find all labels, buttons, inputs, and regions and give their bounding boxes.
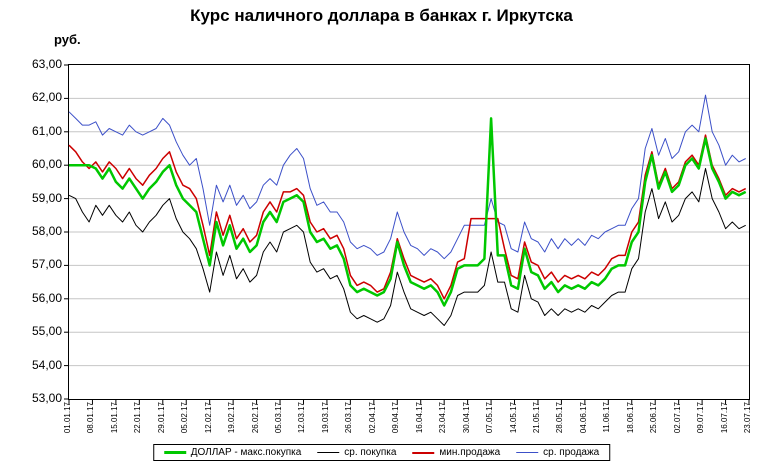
x-tick-label: 15.01.17 <box>109 402 119 434</box>
x-tick-label: 02.07.17 <box>672 402 682 434</box>
x-tick-label: 16.04.17 <box>414 402 424 434</box>
x-tick-label: 05.03.17 <box>274 402 284 434</box>
series-line-avg-sell <box>68 94 746 260</box>
x-tick-label: 29.01.17 <box>156 402 166 434</box>
x-tick-label: 30.04.17 <box>461 402 471 434</box>
x-tick-label: 19.02.17 <box>227 402 237 434</box>
x-tick-label: 18.06.17 <box>625 402 635 434</box>
y-tick-label: 62,00 <box>31 90 62 105</box>
y-tick-label: 55,00 <box>31 324 62 339</box>
x-tick-label: 23.07.17 <box>743 402 752 434</box>
legend-item-avg-buy: ср. покупка <box>317 447 396 458</box>
legend-item-avg-sell: ср. продажа <box>516 447 599 458</box>
plot-area <box>64 64 750 404</box>
legend-line-sample <box>163 451 186 454</box>
y-tick-label: 54,00 <box>31 357 62 372</box>
y-tick-label: 59,00 <box>31 190 62 205</box>
y-tick-label: 58,00 <box>31 224 62 238</box>
x-tick-label: 26.02.17 <box>250 402 260 434</box>
series-line-dollar-max-buy <box>69 117 747 307</box>
y-axis-unit-label: руб. <box>54 32 81 47</box>
y-tick-label: 57,00 <box>31 257 62 272</box>
x-tick-label: 26.03.17 <box>344 402 354 434</box>
x-tick-label: 09.07.17 <box>696 402 706 434</box>
x-tick-label: 23.04.17 <box>438 402 448 434</box>
legend-line-sample <box>317 452 340 453</box>
x-tick-label: 25.06.17 <box>649 402 659 434</box>
legend: ДОЛЛАР - макс.покупка ср. покупка мин.прод… <box>152 444 611 461</box>
legend-line-sample <box>412 451 435 454</box>
legend-label: ср. продажа <box>543 447 600 458</box>
x-tick-label: 21.05.17 <box>531 402 541 434</box>
x-tick-label: 02.04.17 <box>367 402 377 434</box>
series-line-avg-buy <box>68 168 746 326</box>
y-tick-label: 63,00 <box>31 57 62 71</box>
legend-label: ср. покупка <box>344 447 397 458</box>
x-tick-label: 19.03.17 <box>320 402 330 434</box>
x-tick-label: 22.01.17 <box>133 402 143 434</box>
x-tick-label: 07.05.17 <box>485 402 495 434</box>
series-line-min-sell <box>68 134 747 300</box>
y-tick-label: 60,00 <box>31 157 62 172</box>
x-tick-label: 01.01.17 <box>63 402 72 434</box>
legend-label: мин.продажа <box>439 447 501 458</box>
y-tick-label: 53,00 <box>31 391 62 405</box>
chart-title: Курс наличного доллара в банках г. Иркут… <box>190 6 573 25</box>
x-tick-label: 08.01.17 <box>86 402 96 434</box>
legend-item-dollar-max-buy: ДОЛЛАР - макс.покупка <box>163 447 302 458</box>
y-tick-label: 61,00 <box>31 123 62 138</box>
legend-line-sample <box>516 452 539 453</box>
legend-item-min-sell: мин.продажа <box>412 447 500 458</box>
x-tick-label: 12.03.17 <box>297 402 307 434</box>
x-tick-label: 11.06.17 <box>602 402 612 433</box>
x-tick-label: 12.02.17 <box>203 402 213 434</box>
x-tick-label: 28.05.17 <box>555 402 565 434</box>
x-tick-label: 14.05.17 <box>508 402 518 434</box>
y-tick-label: 56,00 <box>31 290 62 305</box>
x-tick-label: 05.02.17 <box>180 402 190 434</box>
plot-svg <box>64 64 750 404</box>
x-tick-label: 16.07.17 <box>719 402 729 434</box>
x-tick-label: 04.06.17 <box>578 402 588 434</box>
legend-label: ДОЛЛАР - макс.покупка <box>190 447 302 458</box>
x-tick-label: 09.04.17 <box>391 402 401 434</box>
